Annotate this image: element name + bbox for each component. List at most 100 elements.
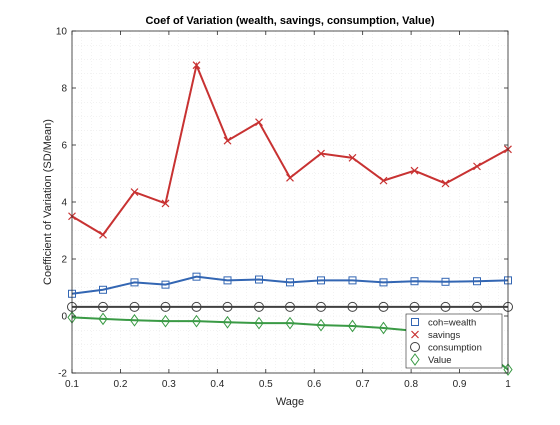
data-point-consumption [160, 301, 171, 312]
y-tick-label: 2 [61, 255, 67, 266]
y-tick-label: 4 [61, 198, 67, 209]
data-point-savings [223, 136, 232, 145]
data-point-savings [99, 230, 107, 239]
y-tick-label: 0 [61, 312, 67, 323]
data-point-coh-wealth [223, 276, 232, 285]
data-point-savings [255, 118, 263, 127]
legend-label: coh=wealth [428, 318, 476, 329]
data-point-consumption [347, 301, 358, 312]
x-marker-stroke [192, 61, 201, 70]
x-marker-stroke [130, 188, 139, 196]
data-point-value [129, 313, 140, 327]
y-tick-label: 6 [61, 141, 67, 152]
legend-marker [411, 318, 419, 326]
x-marker-stroke [99, 230, 107, 239]
data-point-savings [130, 188, 139, 196]
data-point-coh-wealth [161, 280, 170, 289]
data-point-savings [286, 173, 294, 182]
y-tick-label: -2 [58, 369, 67, 380]
data-point-coh-wealth [410, 277, 419, 286]
x-axis-label: Wage [276, 396, 304, 408]
data-point-coh-wealth [348, 276, 357, 285]
data-point-consumption [409, 301, 420, 312]
legend-marker [410, 342, 420, 352]
data-point-savings [441, 179, 450, 188]
data-point-savings [317, 149, 325, 158]
x-marker-stroke [161, 199, 170, 208]
data-point-savings [161, 199, 170, 208]
x-marker-stroke [411, 330, 419, 339]
y-tick-label: 8 [61, 84, 67, 95]
x-tick-label: 0.1 [65, 379, 79, 390]
data-point-consumption [471, 301, 482, 312]
data-point-value [378, 321, 389, 335]
x-marker-stroke [441, 179, 450, 188]
x-tick-label: 0.6 [307, 379, 321, 390]
legend-marker [411, 330, 419, 339]
data-point-value [503, 363, 513, 376]
data-point-value [191, 314, 202, 328]
data-point-coh-wealth [192, 272, 201, 281]
data-point-coh-wealth [317, 276, 326, 285]
x-marker-stroke [348, 153, 357, 162]
data-point-consumption [222, 301, 233, 312]
legend-label: consumption [428, 343, 482, 354]
data-point-coh-wealth [99, 285, 108, 294]
data-point-value [347, 319, 358, 333]
legend-label: Value [428, 355, 452, 366]
data-point-consumption [129, 301, 140, 312]
x-tick-label: 0.8 [404, 379, 418, 390]
data-point-value [222, 315, 233, 329]
data-point-value [285, 316, 295, 330]
x-tick-label: 0.9 [453, 379, 467, 390]
x-marker-stroke [255, 118, 263, 127]
x-marker-stroke [473, 162, 481, 171]
series-coh-wealth [68, 272, 512, 298]
x-tick-label: 0.3 [162, 379, 176, 390]
data-point-coh-wealth [286, 278, 294, 287]
data-point-coh-wealth [472, 277, 481, 286]
series-savings [68, 61, 512, 239]
x-tick-label: 1 [505, 379, 511, 390]
y-axis-label: Coefficient of Variation (SD/Mean) [42, 119, 54, 285]
data-point-consumption [285, 301, 295, 312]
data-point-savings [410, 166, 419, 175]
data-point-savings [379, 176, 388, 185]
x-tick-label: 0.7 [356, 379, 370, 390]
data-point-value [254, 316, 264, 330]
x-marker-stroke [379, 176, 388, 185]
data-point-value [316, 318, 326, 332]
x-marker-stroke [410, 166, 419, 175]
data-point-coh-wealth [379, 278, 388, 287]
x-marker-stroke [286, 173, 294, 182]
data-point-consumption [98, 301, 109, 312]
x-tick-label: 0.4 [210, 379, 224, 390]
data-point-value [98, 312, 108, 326]
data-point-consumption [440, 301, 451, 312]
data-point-consumption [191, 301, 202, 312]
axis-ticks: 0.1 0.2 0.3 0.4 0.5 0.6 0.7 0.8 0.9 1 -2 0 2 4 6 8 10 [56, 27, 511, 391]
legend-marker [410, 353, 420, 366]
x-tick-label: 0.5 [259, 379, 273, 390]
chart-title: Coef of Variation (wealth, savings, cons… [145, 15, 434, 27]
series-line-coh-wealth [71, 275, 509, 295]
data-point-consumption [316, 301, 327, 312]
legend-box [405, 313, 503, 369]
data-point-coh-wealth [254, 275, 263, 284]
data-point-savings [473, 162, 481, 171]
x-marker-stroke [317, 149, 325, 158]
y-tick-label: 10 [56, 27, 68, 38]
data-point-coh-wealth [130, 278, 139, 287]
x-tick-label: 0.2 [113, 379, 127, 390]
data-point-savings [192, 61, 201, 70]
legend-label: savings [428, 330, 460, 341]
data-point-value [160, 314, 171, 328]
data-point-consumption [253, 301, 264, 312]
data-point-consumption [378, 301, 389, 312]
data-point-coh-wealth [441, 277, 450, 286]
data-point-savings [348, 153, 357, 162]
x-marker-stroke [223, 136, 232, 145]
